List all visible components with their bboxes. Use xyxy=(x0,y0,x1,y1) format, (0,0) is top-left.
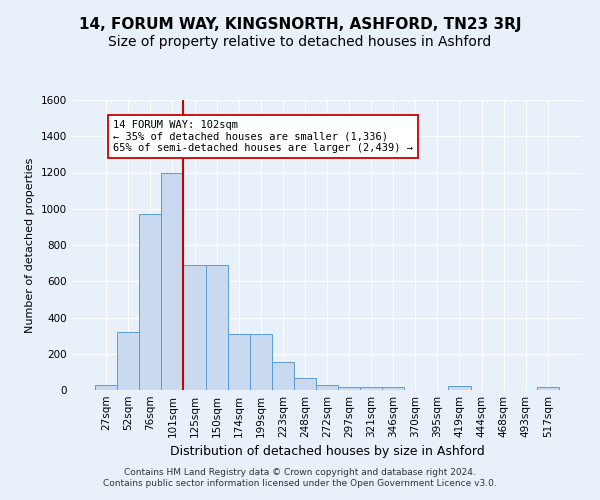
Bar xyxy=(316,386,338,390)
Bar xyxy=(227,334,250,390)
Bar xyxy=(272,362,294,390)
Bar xyxy=(360,388,382,390)
Bar xyxy=(448,386,470,390)
Text: 14 FORUM WAY: 102sqm
← 35% of detached houses are smaller (1,336)
65% of semi-de: 14 FORUM WAY: 102sqm ← 35% of detached h… xyxy=(113,120,413,153)
Text: 14, FORUM WAY, KINGSNORTH, ASHFORD, TN23 3RJ: 14, FORUM WAY, KINGSNORTH, ASHFORD, TN23… xyxy=(79,18,521,32)
Bar xyxy=(382,388,404,390)
Text: Contains HM Land Registry data © Crown copyright and database right 2024.
Contai: Contains HM Land Registry data © Crown c… xyxy=(103,468,497,487)
Bar xyxy=(184,265,206,390)
Bar xyxy=(95,384,117,390)
Bar xyxy=(250,334,272,390)
Bar xyxy=(117,332,139,390)
Bar xyxy=(537,388,559,390)
Y-axis label: Number of detached properties: Number of detached properties xyxy=(25,158,35,332)
Bar xyxy=(206,265,227,390)
X-axis label: Distribution of detached houses by size in Ashford: Distribution of detached houses by size … xyxy=(170,446,484,458)
Bar xyxy=(338,386,360,390)
Text: Size of property relative to detached houses in Ashford: Size of property relative to detached ho… xyxy=(109,35,491,49)
Bar xyxy=(294,378,316,390)
Bar xyxy=(161,172,184,390)
Bar xyxy=(139,214,161,390)
